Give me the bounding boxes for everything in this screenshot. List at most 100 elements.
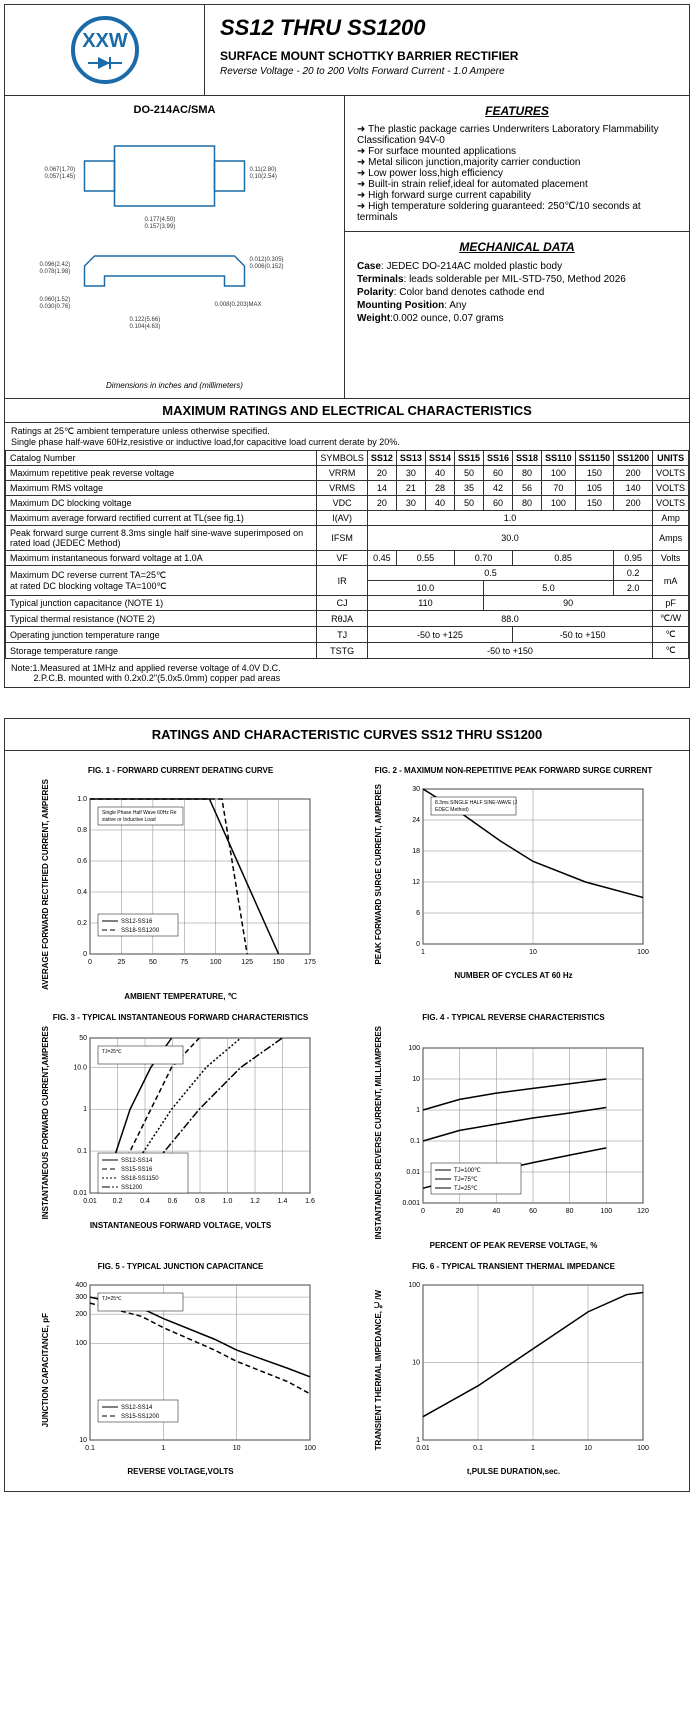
svg-text:0.11(2.80): 0.11(2.80) (250, 167, 277, 173)
chart-cell: FIG. 5 - TYPICAL JUNCTION CAPACITANCE JU… (20, 1262, 341, 1476)
ratings-footnote: Note:1.Measured at 1MHz and applied reve… (5, 659, 689, 687)
chart-ylabel: PEAK FORWARD SURGE CURRENT, AMPERES (374, 784, 383, 964)
svg-text:Single Phase Half Wave 60Hz Re: Single Phase Half Wave 60Hz Re (102, 810, 177, 816)
svg-text:SS12-SS16: SS12-SS16 (121, 919, 153, 925)
svg-text:0.060(1.52): 0.060(1.52) (40, 297, 71, 303)
svg-text:0.6: 0.6 (77, 858, 87, 865)
svg-text:0.1: 0.1 (77, 1148, 87, 1155)
svg-text:0.4: 0.4 (77, 889, 87, 896)
chart-xlabel: t,PULSE DURATION,sec. (467, 1467, 560, 1476)
feature-item: High forward surge current capability (357, 190, 677, 201)
chart-title: FIG. 6 - TYPICAL TRANSIENT THERMAL IMPED… (412, 1262, 615, 1271)
svg-text:0.067(1.70): 0.067(1.70) (45, 167, 76, 173)
chart-cell: FIG. 3 - TYPICAL INSTANTANEOUS FORWARD C… (20, 1013, 341, 1251)
feature-item: The plastic package carries Underwriters… (357, 124, 677, 146)
svg-text:20: 20 (456, 1208, 464, 1215)
svg-text:0.008(0.203)MAX: 0.008(0.203)MAX (215, 302, 262, 308)
svg-text:100: 100 (210, 959, 222, 966)
svg-text:0: 0 (416, 941, 420, 948)
svg-text:100: 100 (408, 1045, 420, 1052)
chart-ylabel: JUNCTION CAPACITANCE, pF (41, 1313, 50, 1427)
feature-item: Low power loss,high efficiency (357, 168, 677, 179)
ratings-table: Catalog NumberSYMBOLSSS12SS13SS14SS15SS1… (5, 450, 689, 659)
feature-item: Built-in strain relief,ideal for automat… (357, 179, 677, 190)
svg-text:0.157(3.99): 0.157(3.99) (145, 224, 176, 230)
svg-text:0.2: 0.2 (113, 1198, 123, 1205)
svg-text:25: 25 (118, 959, 126, 966)
features-cell: FEATURES The plastic package carries Und… (345, 96, 689, 399)
svg-text:1: 1 (531, 1445, 535, 1452)
svg-text:TJ=25℃: TJ=25℃ (102, 1049, 122, 1055)
package-diagram-cell: DO-214AC/SMA 0.067(1.70) 0.057(1.45) 0.1… (5, 96, 345, 399)
svg-text:SS1200: SS1200 (121, 1185, 143, 1191)
header-row: XXW SS12 THRU SS1200 SURFACE MOUNT SCHOT… (5, 5, 689, 96)
svg-text:0.122(5.66): 0.122(5.66) (130, 317, 161, 323)
svg-text:1: 1 (421, 949, 425, 956)
svg-text:80: 80 (566, 1208, 574, 1215)
svg-text:100: 100 (600, 1208, 612, 1215)
svg-text:0.8: 0.8 (195, 1198, 205, 1205)
svg-text:0.8: 0.8 (77, 827, 87, 834)
svg-text:1.6: 1.6 (305, 1198, 315, 1205)
svg-text:10: 10 (412, 1360, 420, 1367)
svg-text:18: 18 (412, 848, 420, 855)
svg-text:0.012(0.305): 0.012(0.305) (250, 257, 284, 263)
feature-item: High temperature soldering guaranteed: 2… (357, 201, 677, 223)
svg-text:SS12-SS14: SS12-SS14 (121, 1158, 153, 1164)
svg-text:0.104(4.63): 0.104(4.63) (130, 324, 161, 330)
chart-ylabel: AVERAGE FORWARD RECTIFIED CURRENT, AMPER… (41, 779, 50, 990)
svg-text:40: 40 (492, 1208, 500, 1215)
chart-title: FIG. 5 - TYPICAL JUNCTION CAPACITANCE (98, 1262, 264, 1271)
svg-text:1.0: 1.0 (77, 796, 87, 803)
svg-text:0.096(2.42): 0.096(2.42) (40, 262, 71, 268)
mechanical-cell: MECHANICAL DATA Case: JEDEC DO-214AC mol… (345, 231, 689, 333)
svg-text:0.006(0.152): 0.006(0.152) (250, 264, 284, 270)
chart-ylabel: INSTANTANEOUS REVERSE CURRENT, MILLIAMPE… (374, 1026, 383, 1240)
svg-text:50: 50 (79, 1035, 87, 1042)
svg-text:0: 0 (88, 959, 92, 966)
logo-cell: XXW (5, 5, 205, 96)
svg-text:TJ=25℃: TJ=25℃ (454, 1186, 478, 1192)
svg-text:175: 175 (304, 959, 316, 966)
svg-text:10: 10 (233, 1445, 241, 1452)
ratings-note-top: Ratings at 25℃ ambient temperature unles… (5, 423, 689, 450)
diagram-caption: Dimensions in inches and (millimeters) (13, 381, 336, 390)
svg-text:10: 10 (79, 1437, 87, 1444)
package-diagram: 0.067(1.70) 0.057(1.45) 0.11(2.80) 0.10(… (13, 116, 336, 376)
chart-title: FIG. 3 - TYPICAL INSTANTANEOUS FORWARD C… (53, 1013, 308, 1022)
svg-text:30: 30 (412, 786, 420, 793)
features-list: The plastic package carries Underwriters… (357, 124, 677, 223)
svg-text:0: 0 (421, 1208, 425, 1215)
chart-title: FIG. 4 - TYPICAL REVERSE CHARACTERISTICS (422, 1013, 605, 1022)
svg-text:12: 12 (412, 879, 420, 886)
svg-text:TJ=100℃: TJ=100℃ (454, 1168, 481, 1174)
svg-text:EDEC Method): EDEC Method) (435, 807, 469, 813)
features-title: FEATURES (357, 104, 677, 118)
svg-text:SS18-SS1200: SS18-SS1200 (121, 928, 160, 934)
chart-cell: FIG. 4 - TYPICAL REVERSE CHARACTERISTICS… (353, 1013, 674, 1251)
svg-text:TJ=25℃: TJ=25℃ (102, 1296, 122, 1302)
svg-text:1.0: 1.0 (223, 1198, 233, 1205)
svg-text:200: 200 (75, 1312, 87, 1319)
svg-text:10: 10 (529, 949, 537, 956)
feature-item: For surface mounted applications (357, 146, 677, 157)
chart-xlabel: PERCENT OF PEAK REVERSE VOLTAGE, % (430, 1241, 598, 1250)
datasheet-page-1: XXW SS12 THRU SS1200 SURFACE MOUNT SCHOT… (4, 4, 690, 688)
svg-text:1: 1 (161, 1445, 165, 1452)
svg-text:10: 10 (584, 1445, 592, 1452)
svg-text:400: 400 (75, 1282, 87, 1289)
svg-text:1: 1 (416, 1437, 420, 1444)
svg-text:10.0: 10.0 (73, 1064, 87, 1071)
svg-text:SS18-SS1150: SS18-SS1150 (121, 1176, 159, 1182)
ratings-title: MAXIMUM RATINGS AND ELECTRICAL CHARACTER… (5, 399, 689, 423)
svg-text:0.1: 0.1 (85, 1445, 95, 1452)
svg-text:1.2: 1.2 (250, 1198, 260, 1205)
chart-ylabel: TRANSIENT THERMAL IMPEDANCE, ℃/W (374, 1290, 383, 1450)
feature-item: Metal silicon junction,majority carrier … (357, 157, 677, 168)
svg-text:SS15-SS1200: SS15-SS1200 (121, 1414, 160, 1420)
svg-text:0.01: 0.01 (73, 1190, 87, 1197)
diagram-title: DO-214AC/SMA (13, 104, 336, 116)
svg-text:SS15-SS16: SS15-SS16 (121, 1167, 153, 1173)
svg-text:24: 24 (412, 817, 420, 824)
curves-title: RATINGS AND CHARACTERISTIC CURVES SS12 T… (5, 719, 689, 751)
